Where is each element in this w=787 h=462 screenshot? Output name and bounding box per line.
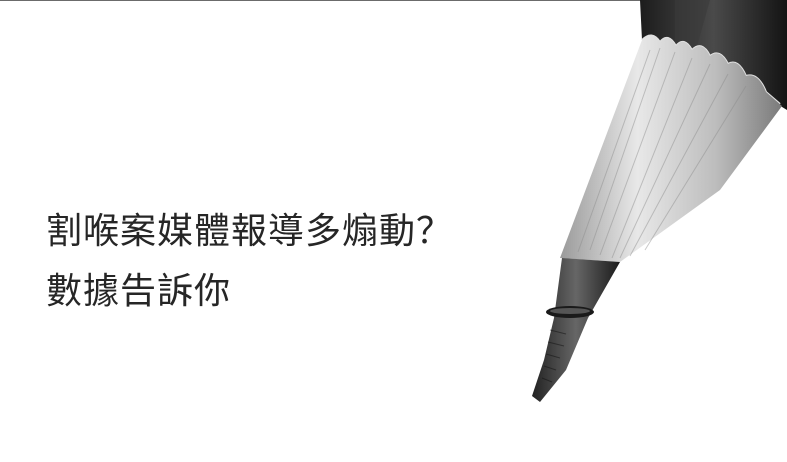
headline-line-1: 割喉案媒體報導多煽動？ [46,211,454,252]
top-divider [0,0,787,1]
pencil-illustration [532,0,787,402]
headline: 割喉案媒體報導多煽動？ 數據告訴你 [46,202,566,322]
headline-line-2: 數據告訴你 [46,271,232,312]
